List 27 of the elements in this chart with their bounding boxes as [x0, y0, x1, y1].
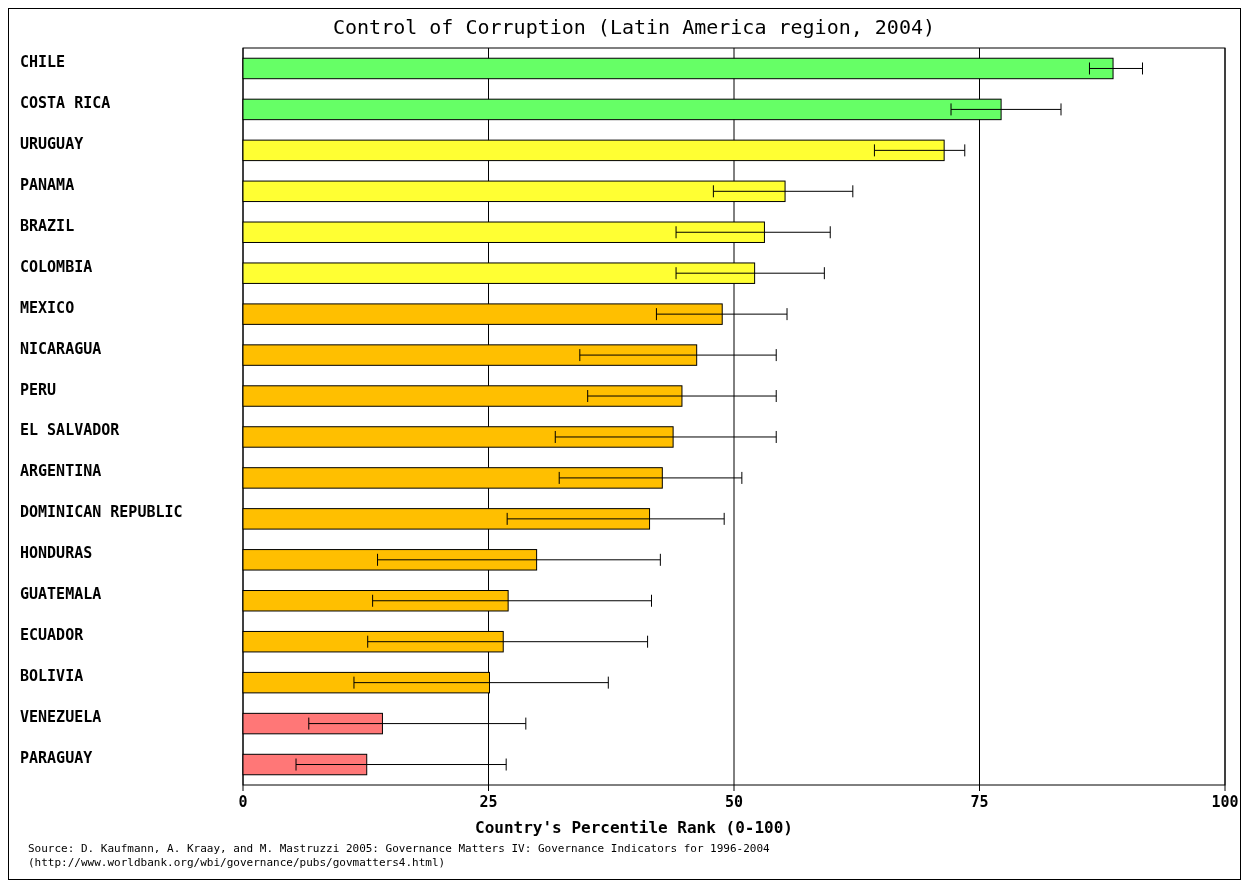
text: (http://www.worldbank.org/wbi/governance/pubs/govmatters4.html)	[28, 856, 446, 869]
y-tick-label: PARAGUAY	[20, 749, 93, 768]
y-tick-label: PERU	[20, 380, 57, 399]
y-tick-label: VENEZUELA	[20, 708, 102, 727]
y-tick-label: BRAZIL	[20, 216, 75, 235]
x-tick-label: 75	[970, 793, 989, 811]
chart-title: Control of Corruption (Latin America region, 2004)	[332, 15, 936, 39]
x-tick-label: 100	[1211, 793, 1239, 811]
y-tick-label: PANAMA	[20, 175, 75, 194]
x-tick-label: 50	[724, 793, 744, 811]
x-tick-label: 25	[479, 793, 498, 811]
y-tick-label: HONDURAS	[20, 544, 93, 563]
y-tick-label: COLOMBIA	[20, 257, 93, 276]
y-tick-label: MEXICO	[20, 298, 75, 317]
y-tick-label: BOLIVIA	[20, 667, 84, 686]
y-tick-label: CHILE	[20, 52, 66, 71]
y-tick-label: COSTA RICA	[20, 93, 111, 112]
y-tick-label: DOMINICAN REPUBLIC	[20, 503, 183, 522]
x-tick-label: 0	[238, 793, 248, 811]
y-tick-label: GUATEMALA	[20, 585, 102, 604]
x-axis-title: Country's Percentile Rank (0-100)	[475, 818, 793, 837]
y-tick-label: EL SALVADOR	[20, 421, 121, 440]
source-note: Source: D. Kaufmann, A. Kraay, and M. Mastruzzi 2005: Governance Matters IV: Governance Indicators for 1996-2004	[28, 842, 771, 855]
y-tick-label: ECUADOR	[20, 626, 85, 645]
y-tick-label: NICARAGUA	[20, 339, 102, 358]
y-tick-label: ARGENTINA	[20, 462, 102, 481]
y-tick-label: URUGUAY	[20, 134, 84, 153]
